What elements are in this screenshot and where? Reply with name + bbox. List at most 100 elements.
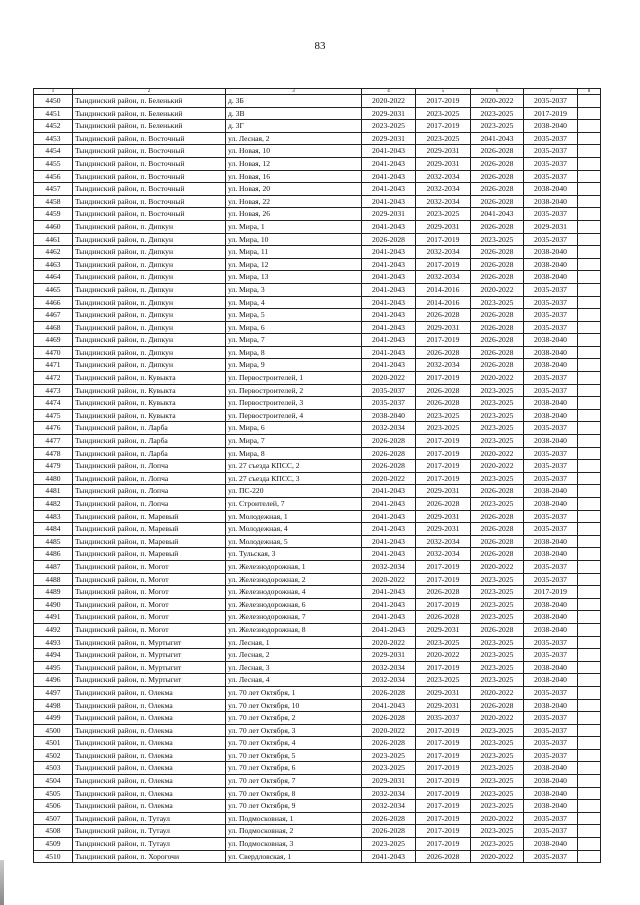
col-8 [577, 824, 601, 839]
address: ул. Первостроителей, 3 [225, 396, 362, 410]
period-col-6: 2041-2043 [470, 207, 524, 221]
district-settlement: Тындинский район, п. Восточный [72, 169, 226, 184]
address: ул. Новая, 20 [225, 182, 362, 196]
col-8 [577, 622, 601, 637]
col-8 [577, 333, 601, 347]
period-col-5: 2017-2019 [415, 471, 471, 486]
period-col-6: 2020-2022 [470, 94, 524, 108]
table-row: 4470 Тындинский район, п. Дипкун ул. Мира,… [33, 345, 601, 360]
period-col-6: 2020-2022 [470, 459, 524, 473]
row-number: 4492 [33, 622, 73, 637]
table-row: 4474 Тындинский район, п. Кувыкта ул. Перв… [33, 396, 601, 410]
period-col-7: 2038-2040 [523, 345, 578, 360]
row-number: 4494 [33, 648, 73, 662]
district-settlement: Тындинский район, п. Муртыгит [72, 648, 226, 662]
period-col-4: 2032-2034 [361, 559, 416, 574]
period-col-4: 2041-2043 [361, 182, 416, 196]
address: ул. 70 лет Октября, 8 [225, 786, 362, 801]
table-row: 4484 Тындинский район, п. Маревый ул. Моло… [33, 522, 601, 536]
district-settlement: Тындинский район, п. Кувыкта [72, 408, 226, 423]
period-col-4: 2041-2043 [361, 585, 416, 599]
period-col-5: 2023-2025 [415, 131, 471, 146]
period-col-5: 2017-2019 [415, 371, 471, 385]
period-col-6: 2026-2028 [470, 509, 524, 524]
address: ул. Мира, 3 [225, 282, 362, 297]
period-col-4: 2029-2031 [361, 648, 416, 662]
period-col-7: 2035-2037 [523, 522, 578, 536]
district-settlement: Тындинский район, п. Лопча [72, 471, 226, 486]
period-col-4: 2032-2034 [361, 786, 416, 801]
address: ул. Железнодорожная, 1 [225, 559, 362, 574]
row-number: 4476 [33, 421, 73, 436]
period-col-7: 2035-2037 [523, 723, 578, 738]
district-settlement: Тындинский район, п. Ларба [72, 421, 226, 436]
period-col-6: 2026-2028 [470, 270, 524, 284]
col-8 [577, 106, 601, 121]
col-8 [577, 358, 601, 373]
row-number: 4473 [33, 383, 73, 398]
period-col-4: 2023-2025 [361, 748, 416, 763]
table-row: 4507 Тындинский район, п. Тутаул ул. Подмо… [33, 811, 601, 826]
table-row: 4493 Тындинский район, п. Муртыгит ул. Лес… [33, 635, 601, 650]
period-col-6: 2023-2025 [470, 635, 524, 650]
period-col-6: 2023-2025 [470, 748, 524, 763]
period-col-5: 2026-2028 [415, 497, 471, 511]
col-8 [577, 345, 601, 360]
col-8 [577, 837, 601, 851]
address: ул. 70 лет Октября, 4 [225, 736, 362, 750]
period-col-4: 2029-2031 [361, 131, 416, 146]
period-col-6: 2020-2022 [470, 371, 524, 385]
row-number: 4504 [33, 774, 73, 788]
period-col-7: 2035-2037 [523, 446, 578, 461]
table-row: 4488 Тындинский район, п. Могот ул. Железн… [33, 572, 601, 587]
row-number: 4497 [33, 685, 73, 700]
row-number: 4480 [33, 471, 73, 486]
address: ул. Тульская, 3 [225, 547, 362, 561]
period-col-7: 2035-2037 [523, 320, 578, 335]
district-settlement: Тындинский район, п. Беленький [72, 106, 226, 121]
period-col-4: 2041-2043 [361, 156, 416, 171]
period-col-4: 2020-2022 [361, 635, 416, 650]
address: ул. Первостроителей, 2 [225, 383, 362, 398]
period-col-6: 2023-2025 [470, 232, 524, 247]
period-col-4: 2026-2028 [361, 434, 416, 448]
table-row: 4467 Тындинский район, п. Дипкун ул. Мира,… [33, 308, 601, 322]
period-col-5: 2017-2019 [415, 774, 471, 788]
period-col-6: 2020-2022 [470, 446, 524, 461]
col-8 [577, 232, 601, 247]
address: ул. Мира, 5 [225, 308, 362, 322]
row-number: 4455 [33, 156, 73, 171]
address: ул. Мира, 4 [225, 295, 362, 310]
period-col-7: 2035-2037 [523, 282, 578, 297]
period-col-6: 2026-2028 [470, 622, 524, 637]
period-col-6: 2023-2025 [470, 585, 524, 599]
district-settlement: Тындинский район, п. Олекма [72, 761, 226, 776]
table-row: 4456 Тындинский район, п. Восточный ул. Но… [33, 169, 601, 184]
period-col-5: 2017-2019 [415, 446, 471, 461]
district-settlement: Тындинский район, п. Восточный [72, 144, 226, 158]
address: ул. Мира, 7 [225, 333, 362, 347]
district-settlement: Тындинский район, п. Олекма [72, 786, 226, 801]
table-row: 4478 Тындинский район, п. Ларба ул. Мира, … [33, 446, 601, 461]
district-settlement: Тындинский район, п. Могот [72, 610, 226, 624]
col-8 [577, 786, 601, 801]
period-col-4: 2041-2043 [361, 282, 416, 297]
period-col-4: 2020-2022 [361, 572, 416, 587]
address: ул. Молодежная, 1 [225, 509, 362, 524]
district-settlement: Тындинский район, п. Лопча [72, 497, 226, 511]
col-8 [577, 295, 601, 310]
period-col-4: 2041-2043 [361, 169, 416, 184]
period-col-7: 2035-2037 [523, 383, 578, 398]
col-8 [577, 471, 601, 486]
col-8 [577, 748, 601, 763]
table-row: 4468 Тындинский район, п. Дипкун ул. Мира,… [33, 320, 601, 335]
period-col-4: 2026-2028 [361, 811, 416, 826]
period-col-5: 2017-2019 [415, 333, 471, 347]
period-col-6: 2023-2025 [470, 786, 524, 801]
period-col-7: 2038-2040 [523, 622, 578, 637]
col-8 [577, 182, 601, 196]
table-row: 4464 Тындинский район, п. Дипкун ул. Мира,… [33, 270, 601, 284]
period-col-6: 2026-2028 [470, 257, 524, 272]
row-number: 4483 [33, 509, 73, 524]
table-row: 4450 Тындинский район, п. Беленький д. 3Б 2… [33, 94, 601, 108]
